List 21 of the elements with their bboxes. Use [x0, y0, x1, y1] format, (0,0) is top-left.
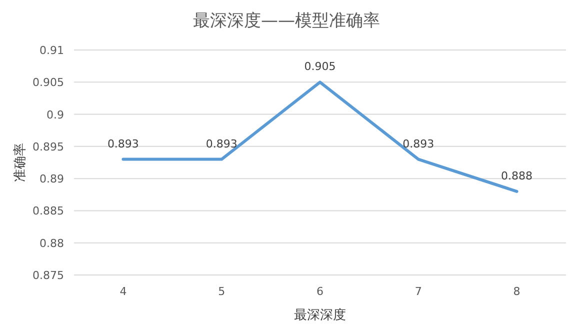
x-tick-label: 7: [414, 285, 422, 298]
y-tick-label: 0.875: [32, 269, 64, 282]
data-label: 0.905: [304, 60, 336, 74]
x-tick-label: 5: [218, 285, 226, 298]
y-tick-label: 0.91: [40, 44, 64, 57]
data-label: 0.893: [206, 137, 238, 150]
x-tick-label: 4: [120, 285, 127, 298]
y-tick-label: 0.88: [40, 236, 64, 250]
x-tick-label: 8: [513, 285, 520, 298]
data-label: 0.893: [107, 137, 139, 150]
y-tick-label: 0.9: [46, 108, 64, 122]
y-tick-label: 0.885: [32, 204, 64, 218]
data-label: 0.888: [501, 169, 533, 182]
x-tick-label: 6: [316, 285, 324, 298]
chart-title: 最深深度——模型准确率: [193, 11, 380, 31]
y-tick-label: 0.905: [32, 76, 64, 90]
y-tick-label: 0.895: [32, 140, 64, 154]
y-tick-label: 0.89: [40, 172, 64, 186]
y-axis-title: 准确率: [12, 143, 28, 182]
data-label: 0.893: [402, 137, 434, 150]
x-axis-title: 最深深度: [294, 307, 346, 323]
